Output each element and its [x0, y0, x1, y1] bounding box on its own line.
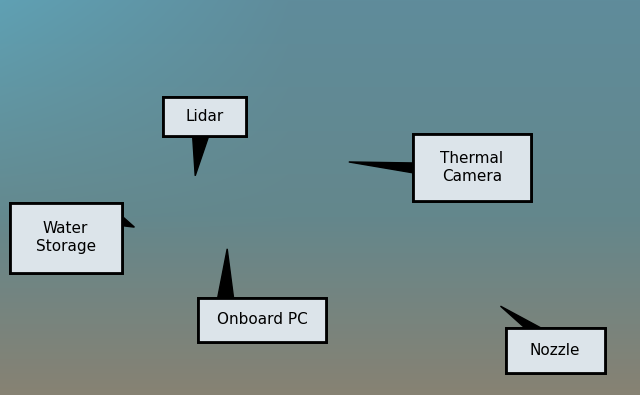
FancyBboxPatch shape — [506, 328, 605, 373]
Polygon shape — [500, 306, 541, 328]
Text: Thermal
Camera: Thermal Camera — [440, 151, 504, 184]
FancyBboxPatch shape — [10, 203, 122, 273]
Polygon shape — [193, 136, 209, 176]
FancyBboxPatch shape — [506, 328, 605, 373]
Text: Lidar: Lidar — [186, 109, 224, 124]
Polygon shape — [218, 249, 234, 298]
FancyBboxPatch shape — [413, 134, 531, 201]
FancyBboxPatch shape — [10, 203, 122, 273]
FancyBboxPatch shape — [413, 134, 531, 201]
FancyBboxPatch shape — [163, 97, 246, 136]
FancyBboxPatch shape — [163, 97, 246, 136]
Polygon shape — [122, 216, 134, 227]
Text: Onboard PC: Onboard PC — [217, 312, 308, 327]
FancyBboxPatch shape — [198, 298, 326, 342]
Text: Nozzle: Nozzle — [530, 343, 580, 358]
Text: Water
Storage: Water Storage — [36, 222, 95, 254]
FancyBboxPatch shape — [198, 298, 326, 342]
Polygon shape — [349, 162, 413, 173]
